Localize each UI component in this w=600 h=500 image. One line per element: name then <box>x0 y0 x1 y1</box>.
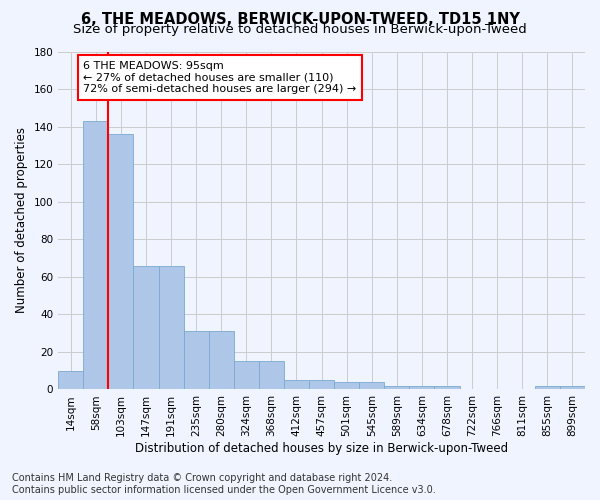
X-axis label: Distribution of detached houses by size in Berwick-upon-Tweed: Distribution of detached houses by size … <box>135 442 508 455</box>
Bar <box>133 266 158 390</box>
Y-axis label: Number of detached properties: Number of detached properties <box>15 128 28 314</box>
Bar <box>385 386 409 390</box>
Bar <box>234 362 259 390</box>
Bar <box>109 134 133 390</box>
Text: 6, THE MEADOWS, BERWICK-UPON-TWEED, TD15 1NY: 6, THE MEADOWS, BERWICK-UPON-TWEED, TD15… <box>80 12 520 28</box>
Bar <box>209 332 234 390</box>
Bar <box>535 386 560 390</box>
Bar <box>309 380 334 390</box>
Bar <box>560 386 585 390</box>
Bar <box>58 370 83 390</box>
Bar <box>409 386 434 390</box>
Bar <box>83 121 109 390</box>
Bar <box>434 386 460 390</box>
Bar <box>184 332 209 390</box>
Bar <box>334 382 359 390</box>
Text: Contains HM Land Registry data © Crown copyright and database right 2024.
Contai: Contains HM Land Registry data © Crown c… <box>12 474 436 495</box>
Text: 6 THE MEADOWS: 95sqm
← 27% of detached houses are smaller (110)
72% of semi-deta: 6 THE MEADOWS: 95sqm ← 27% of detached h… <box>83 61 356 94</box>
Bar <box>158 266 184 390</box>
Bar <box>259 362 284 390</box>
Text: Size of property relative to detached houses in Berwick-upon-Tweed: Size of property relative to detached ho… <box>73 22 527 36</box>
Bar <box>359 382 385 390</box>
Bar <box>284 380 309 390</box>
